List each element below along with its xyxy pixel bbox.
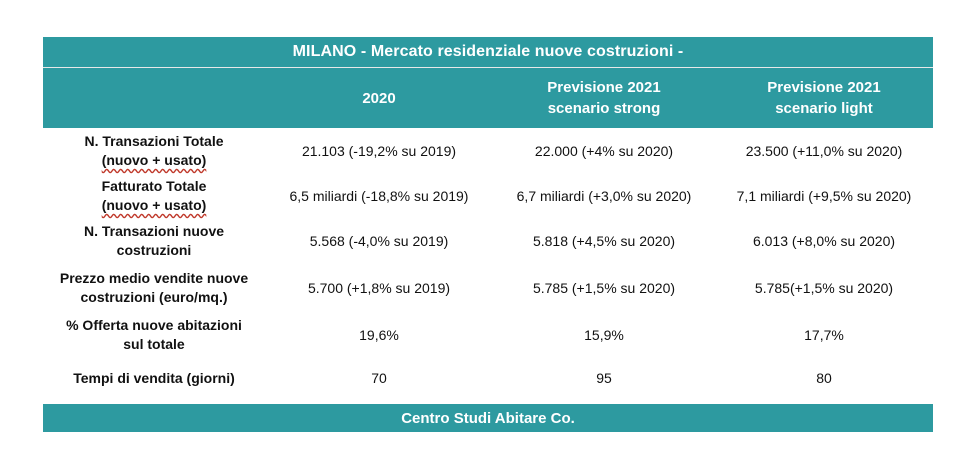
column-header-line: 2020	[362, 89, 396, 107]
cell-2020: 19,6%	[359, 327, 399, 343]
table-row: N. Transazioni Totale (nuovo + usato) 21…	[43, 128, 933, 174]
row-label: N. Transazioni Totale (nuovo + usato)	[43, 128, 265, 174]
table-row: % Offerta nuove abitazioni sul totale 19…	[43, 312, 933, 358]
table-row: Prezzo medio vendite nuove costruzioni (…	[43, 264, 933, 312]
row-label-line: Prezzo medio vendite nuove	[59, 270, 249, 286]
column-header-line: Previsione 2021	[547, 79, 661, 96]
row-label: % Offerta nuove abitazioni sul totale	[43, 312, 265, 358]
column-header-strong: Previsione 2021 scenario strong	[493, 68, 715, 128]
row-label-line: costruzioni (euro/mq.)	[80, 289, 228, 305]
cell-2020: 21.103 (-19,2% su 2019)	[301, 143, 457, 159]
cell-light: 6.013 (+8,0% su 2020)	[752, 233, 896, 249]
table-row: N. Transazioni nuove costruzioni 5.568 (…	[43, 218, 933, 264]
row-label-line: (nuovo + usato)	[101, 152, 207, 168]
header-row: 2020 Previsione 2021 scenario strong Pre…	[43, 67, 933, 128]
source-footer: Centro Studi Abitare Co.	[43, 404, 933, 432]
cell-strong: 5.785 (+1,5% su 2020)	[532, 280, 676, 296]
table-row: Fatturato Totale (nuovo + usato) 6,5 mil…	[43, 174, 933, 218]
row-label: Fatturato Totale (nuovo + usato)	[43, 174, 265, 218]
cell-2020: 6,5 miliardi (-18,8% su 2019)	[289, 188, 469, 204]
row-label-line: N. Transazioni nuove	[83, 223, 225, 239]
row-label: Prezzo medio vendite nuove costruzioni (…	[43, 264, 265, 312]
row-label: Tempi di vendita (giorni)	[73, 369, 235, 386]
cell-2020: 5.568 (-4,0% su 2019)	[309, 233, 449, 249]
row-label-line: (nuovo + usato)	[101, 197, 207, 213]
row-label-line: % Offerta nuove abitazioni	[66, 317, 242, 333]
column-header-line: scenario strong	[547, 100, 661, 117]
column-header-line: Previsione 2021	[767, 79, 881, 96]
cell-strong: 15,9%	[584, 327, 624, 343]
cell-light: 17,7%	[804, 327, 844, 343]
row-label-line: N. Transazioni Totale	[84, 133, 224, 149]
market-table: MILANO - Mercato residenziale nuove cost…	[43, 37, 933, 432]
cell-strong: 95	[596, 370, 612, 386]
cell-light: 5.785(+1,5% su 2020)	[754, 280, 894, 296]
row-label-line: Fatturato Totale	[101, 178, 207, 194]
column-header-light: Previsione 2021 scenario light	[715, 68, 933, 128]
cell-light: 23.500 (+11,0% su 2020)	[745, 143, 903, 159]
table-row: Tempi di vendita (giorni) 70 95 80	[43, 358, 933, 398]
row-label-line: costruzioni	[116, 242, 192, 258]
cell-light: 80	[816, 370, 832, 386]
cell-strong: 22.000 (+4% su 2020)	[534, 143, 674, 159]
cell-2020: 70	[371, 370, 387, 386]
row-label: N. Transazioni nuove costruzioni	[43, 218, 265, 264]
cell-strong: 5.818 (+4,5% su 2020)	[532, 233, 676, 249]
data-table: N. Transazioni Totale (nuovo + usato) 21…	[43, 128, 933, 398]
column-header-2020: 2020	[265, 68, 493, 128]
row-label-line: sul totale	[123, 336, 185, 352]
cell-light: 7,1 miliardi (+9,5% su 2020)	[736, 188, 912, 204]
header-empty-cell	[43, 68, 265, 128]
cell-2020: 5.700 (+1,8% su 2019)	[307, 280, 451, 296]
table-title: MILANO - Mercato residenziale nuove cost…	[43, 37, 933, 67]
cell-strong: 6,7 miliardi (+3,0% su 2020)	[516, 188, 692, 204]
column-header-line: scenario light	[775, 100, 873, 117]
